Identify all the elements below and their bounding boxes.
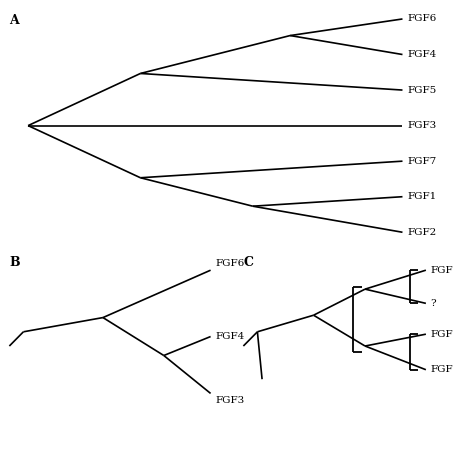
Text: FGF7: FGF7 <box>407 157 437 165</box>
Text: FGF1: FGF1 <box>407 192 437 201</box>
Text: FGF6: FGF6 <box>215 259 245 268</box>
Text: B: B <box>9 256 20 269</box>
Text: FGF: FGF <box>431 266 453 274</box>
Text: FGF: FGF <box>431 365 453 374</box>
Text: FGF5: FGF5 <box>407 86 437 94</box>
Text: FGF2: FGF2 <box>407 228 437 237</box>
Text: ?: ? <box>431 299 436 308</box>
Text: C: C <box>243 256 253 269</box>
Text: FGF: FGF <box>431 330 453 338</box>
Text: FGF4: FGF4 <box>215 332 245 341</box>
Text: FGF6: FGF6 <box>407 15 437 23</box>
Text: A: A <box>9 14 19 27</box>
Text: FGF3: FGF3 <box>215 396 245 405</box>
Text: FGF4: FGF4 <box>407 50 437 59</box>
Text: FGF3: FGF3 <box>407 121 437 130</box>
